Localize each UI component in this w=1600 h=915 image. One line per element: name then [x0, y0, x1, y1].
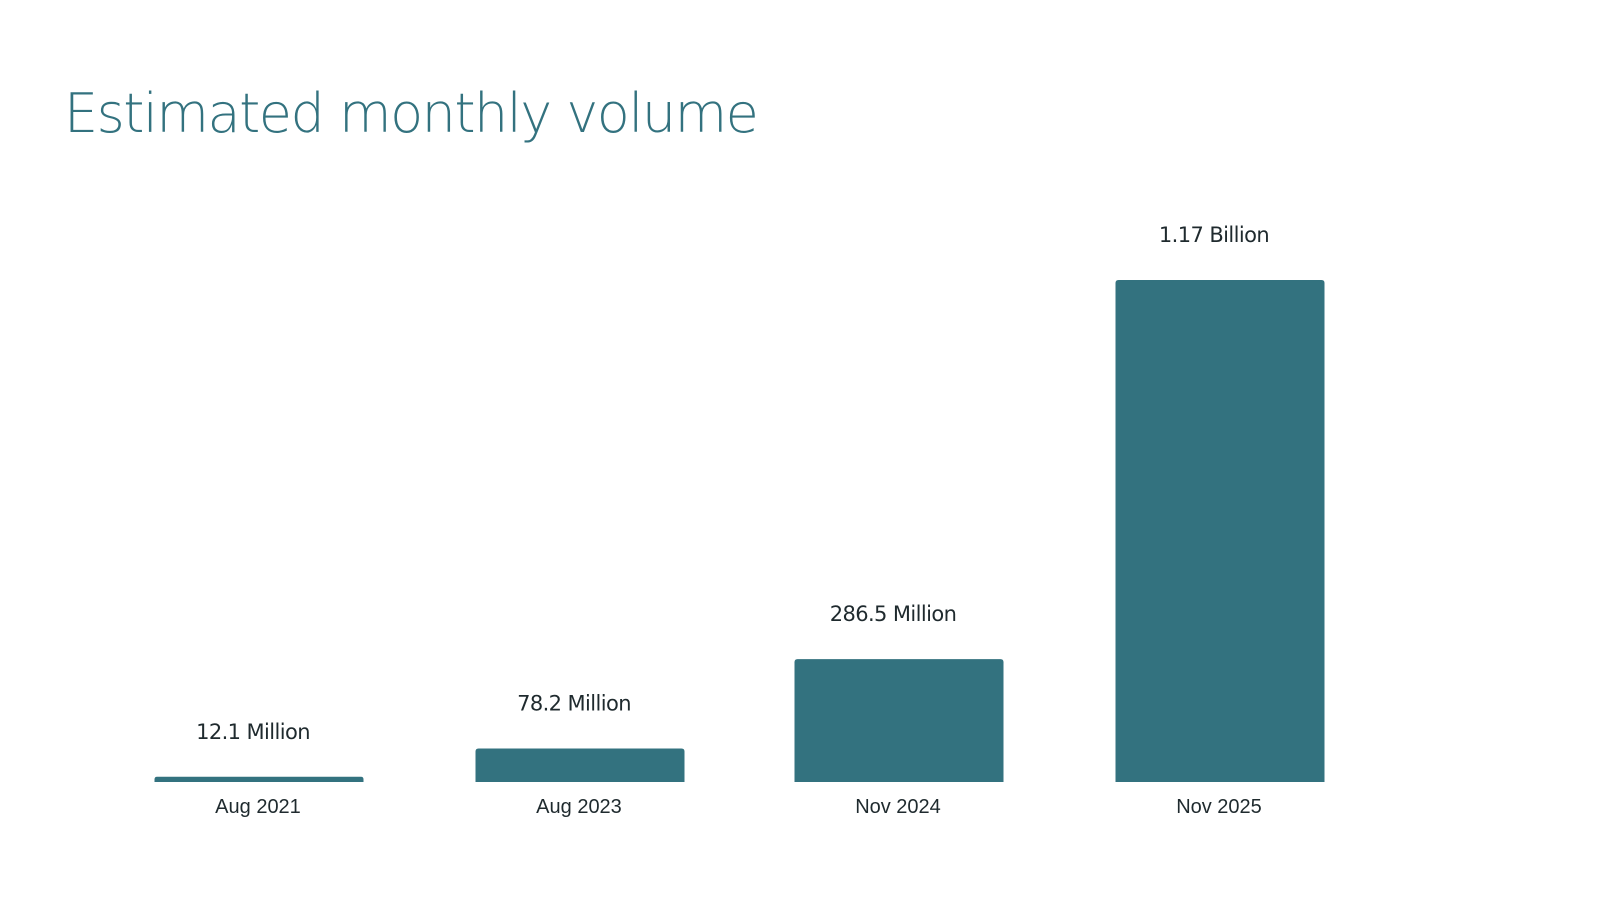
bar-nov-2024: [794, 659, 1004, 782]
bar-nov-2025: [1115, 280, 1325, 782]
bar-aug-2023: [475, 748, 685, 782]
chart-title: Estimated monthly volume: [64, 82, 759, 145]
x-tick-label: Aug 2021: [215, 796, 301, 818]
data-labels-group: 12.1 Million 78.2 Million 286.5 Million 1.1…: [196, 223, 1270, 744]
x-tick-label: Nov 2024: [855, 796, 941, 818]
bar-aug-2021: [154, 776, 364, 782]
data-label: 286.5 Million: [830, 602, 957, 626]
data-label: 12.1 Million: [196, 720, 310, 744]
x-tick-label: Aug 2023: [536, 796, 622, 818]
x-tick-labels-group: Aug 2021 Aug 2023 Nov 2024 Nov 2025: [215, 796, 1262, 818]
data-label: 78.2 Million: [517, 691, 631, 715]
bars-group: [154, 280, 1325, 782]
x-tick-label: Nov 2025: [1176, 796, 1262, 818]
data-label: 1.17 Billion: [1159, 223, 1269, 247]
